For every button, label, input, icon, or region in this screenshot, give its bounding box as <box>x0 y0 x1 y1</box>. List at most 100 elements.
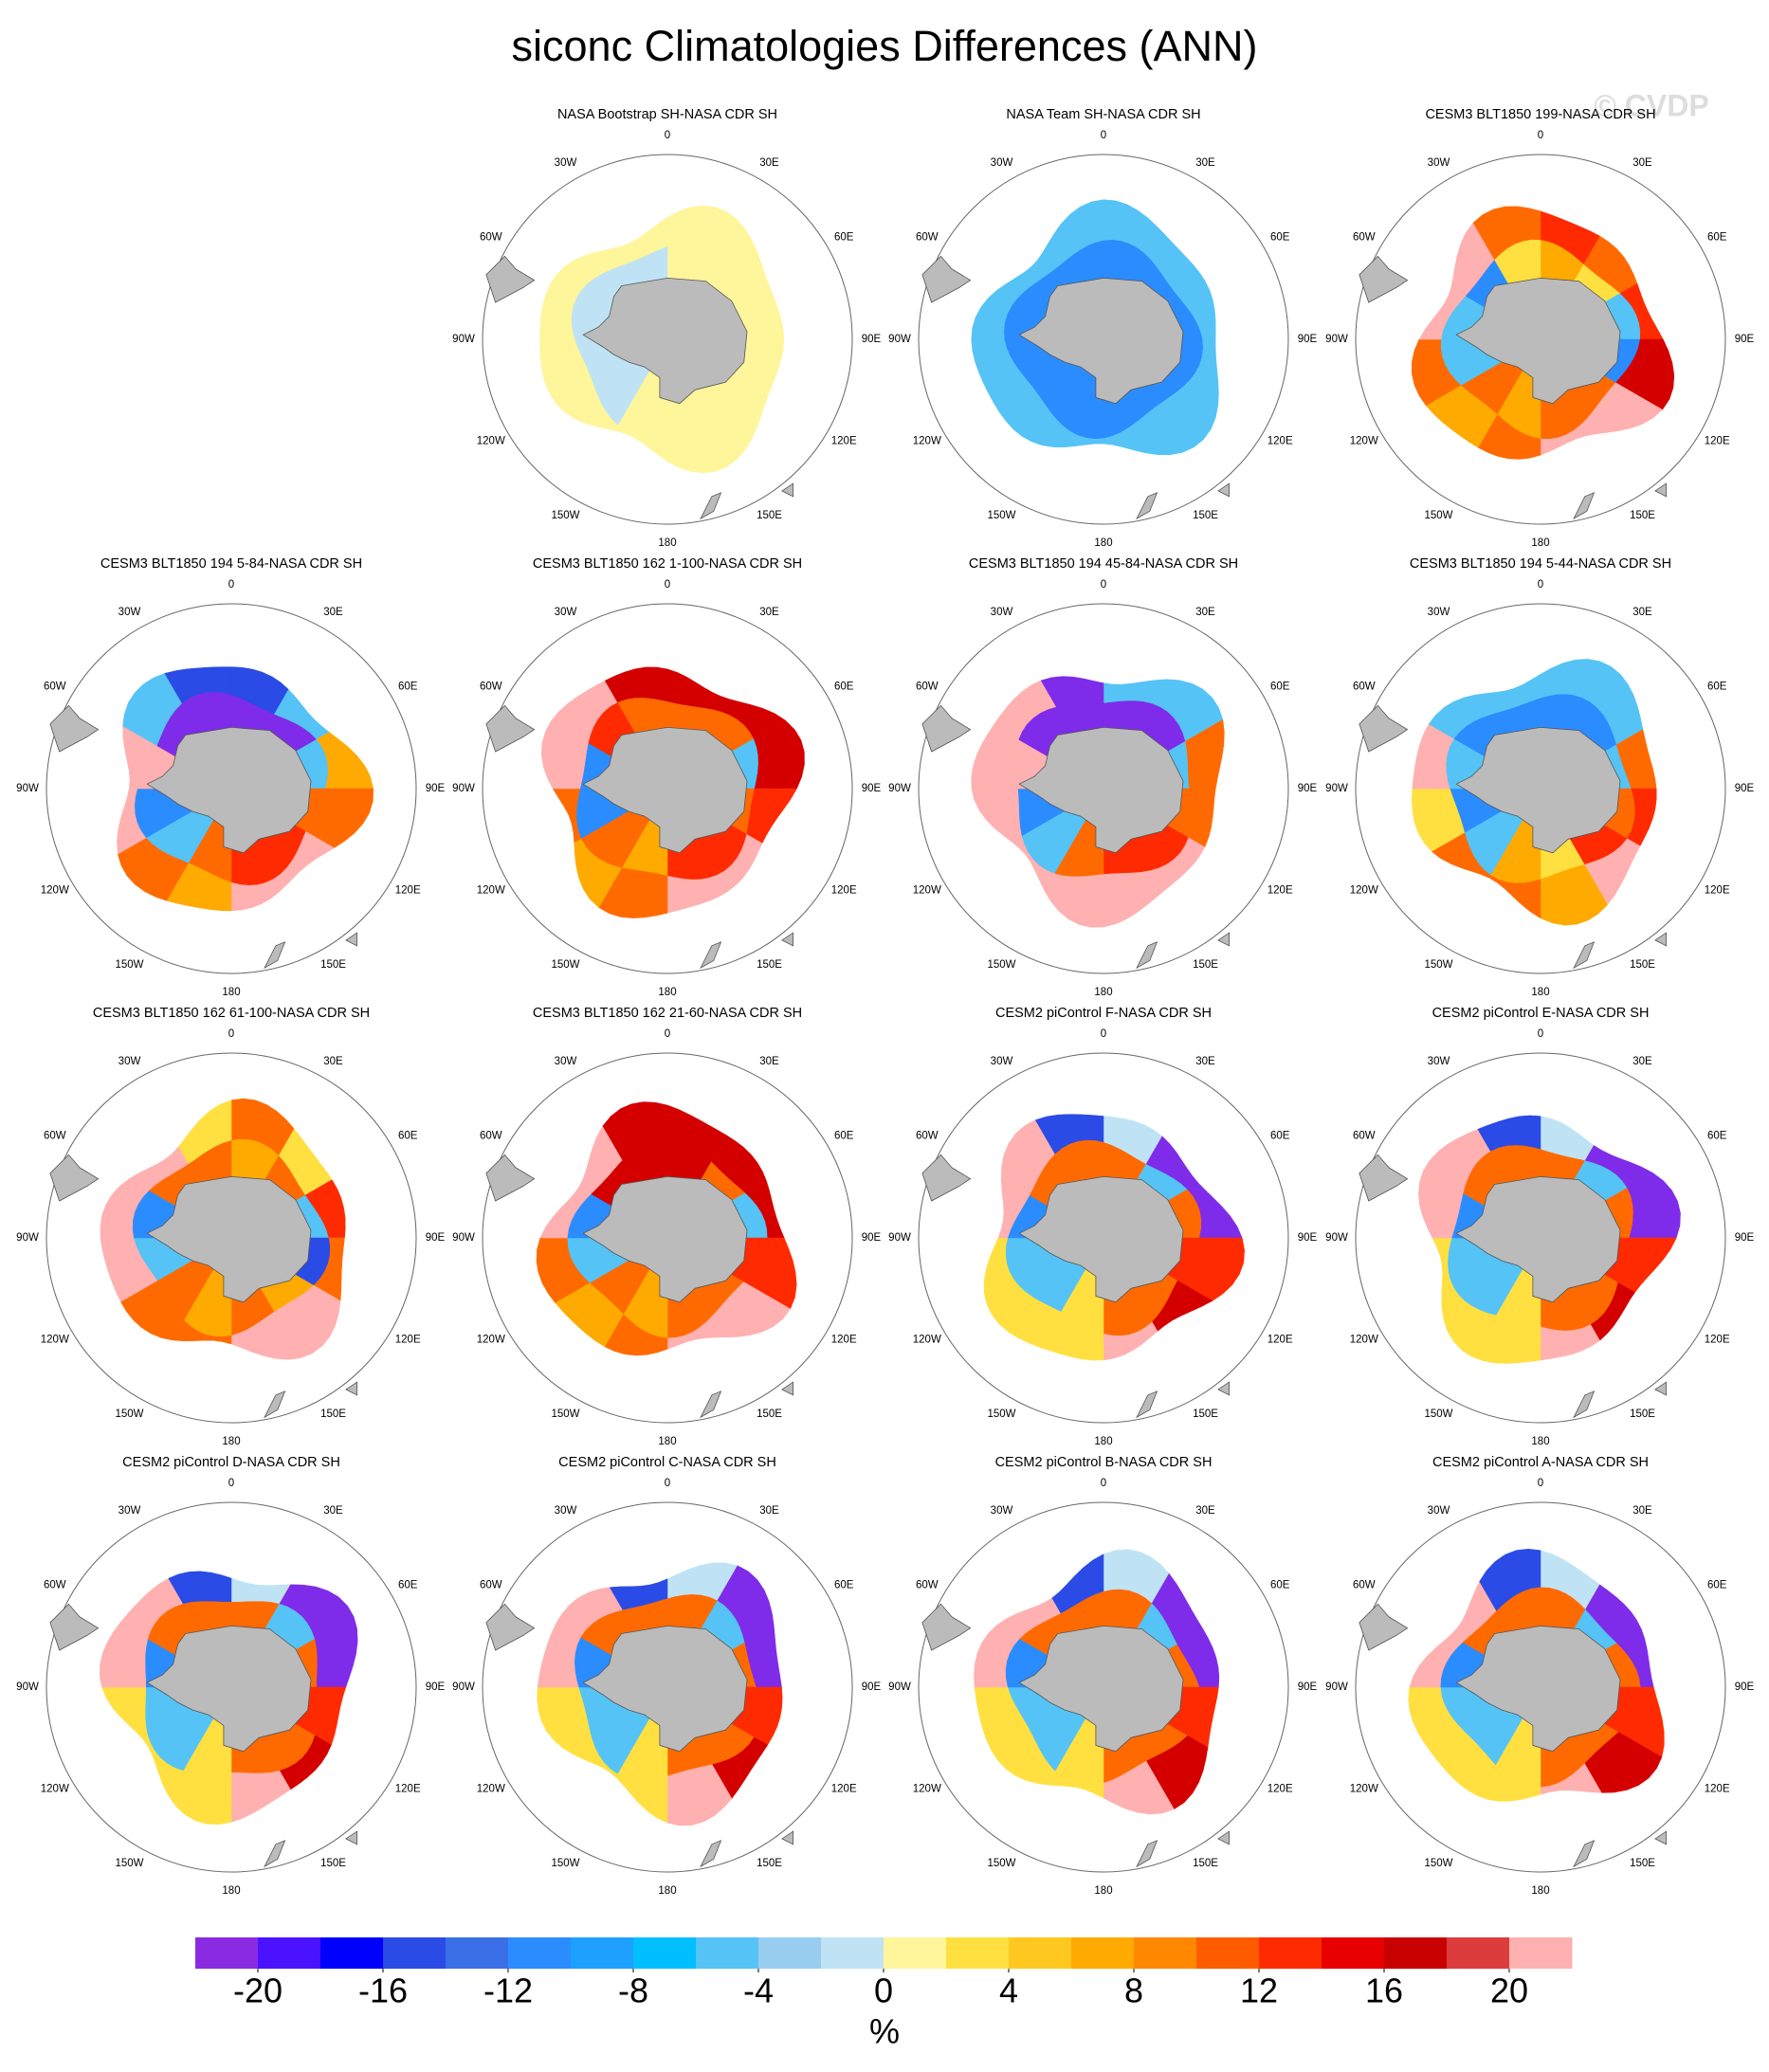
colorbar-box <box>446 1937 509 1969</box>
lon-label: 180 <box>1531 1436 1549 1447</box>
colorbar-box <box>1259 1937 1322 1969</box>
lon-label: 30E <box>759 157 779 169</box>
colorbar-tick-label: 20 <box>1490 1972 1528 2010</box>
lon-label: 30E <box>1632 1505 1652 1517</box>
lon-label: 60W <box>916 1131 939 1142</box>
lon-label: 60E <box>398 1580 418 1591</box>
lon-label: 180 <box>1094 1885 1112 1897</box>
land <box>1359 1603 1409 1651</box>
lon-label: 60W <box>480 1580 502 1591</box>
lon-label: 0 <box>665 1028 670 1040</box>
lon-label: 120E <box>395 1784 421 1795</box>
land <box>700 1840 722 1868</box>
panel-title: CESM3 BLT1850 162 21-60-NASA CDR SH <box>533 1006 802 1021</box>
lon-label: 90W <box>888 783 911 794</box>
lon-label: 120W <box>41 1335 69 1346</box>
land <box>49 704 100 753</box>
lon-label: 120E <box>1267 885 1293 897</box>
lon-label: 150W <box>115 1858 143 1869</box>
lon-label: 180 <box>1094 537 1112 549</box>
land <box>1136 492 1158 520</box>
antarctica <box>1455 277 1621 405</box>
lon-label: 60E <box>1270 1580 1290 1591</box>
lon-label: 60W <box>916 1580 939 1591</box>
lon-label: 30E <box>1195 1056 1215 1067</box>
lon-label: 120W <box>1350 1335 1378 1346</box>
lon-label: 150W <box>1424 959 1452 971</box>
land <box>49 1603 100 1651</box>
lon-label: 150E <box>1630 510 1655 521</box>
lon-label: 180 <box>658 537 676 549</box>
lon-label: 150E <box>757 1409 782 1420</box>
land <box>345 1381 358 1396</box>
lon-label: 150W <box>1424 510 1452 521</box>
colorbar-box <box>320 1937 384 1969</box>
lon-label: 60W <box>44 1580 66 1591</box>
panel-title: CESM3 BLT1850 194 5-84-NASA CDR SH <box>100 556 362 572</box>
lon-label: 120E <box>831 885 857 897</box>
lon-label: 120W <box>913 436 941 447</box>
land <box>700 941 722 970</box>
antarctica <box>582 1625 748 1753</box>
lon-label: 60W <box>1353 1580 1376 1591</box>
lon-label: 120E <box>395 1335 421 1346</box>
map-panels: NASA Bootstrap SH-NASA CDR SH 0 30E 60E 90E 1… <box>16 107 1754 1897</box>
colorbar-tick-label: -16 <box>358 1972 408 2010</box>
colorbar-tick-label: 0 <box>874 1972 893 2010</box>
panel-title: CESM2 piControl A-NASA CDR SH <box>1432 1455 1649 1470</box>
lon-label: 30E <box>1195 157 1215 169</box>
lon-label: 0 <box>228 1028 234 1040</box>
colorbar-label: % <box>869 2012 900 2051</box>
map-panel: CESM3 BLT1850 194 45-84-NASA CDR SH 0 30E 6… <box>888 556 1317 998</box>
lon-label: 60W <box>916 232 939 244</box>
land <box>345 1830 358 1845</box>
land <box>1136 1840 1158 1868</box>
lon-label: 30W <box>1428 607 1450 618</box>
lon-label: 60W <box>916 682 939 693</box>
map-panel: CESM2 piControl E-NASA CDR SH 0 30E 60E 90E 1… <box>1325 1006 1754 1447</box>
lon-label: 150E <box>320 1858 346 1869</box>
colorbar-box <box>884 1937 947 1969</box>
lon-label: 30E <box>1195 1505 1215 1517</box>
lon-label: 60E <box>1270 682 1290 693</box>
lon-label: 180 <box>658 987 676 998</box>
lon-label: 0 <box>228 1478 234 1489</box>
lon-label: 150W <box>551 1858 579 1869</box>
land <box>921 1603 972 1651</box>
land <box>921 255 972 303</box>
panel-title: CESM2 piControl D-NASA CDR SH <box>122 1455 340 1470</box>
lon-label: 120W <box>1350 1784 1378 1795</box>
lon-label: 30W <box>555 157 577 169</box>
lon-label: 90E <box>1298 1232 1318 1244</box>
lon-label: 0 <box>1101 579 1106 591</box>
lon-label: 30W <box>1428 1056 1450 1067</box>
map-panel: CESM3 BLT1850 194 5-84-NASA CDR SH 0 30E 60… <box>16 556 445 998</box>
land <box>781 482 793 498</box>
lon-label: 30E <box>759 1505 779 1517</box>
lon-label: 180 <box>1531 537 1549 549</box>
colorbar-tick-label: 4 <box>999 1972 1018 2010</box>
lon-label: 30E <box>1632 157 1652 169</box>
colorbar-box <box>571 1937 634 1969</box>
lon-label: 90E <box>426 783 446 794</box>
lon-label: 60W <box>44 682 66 693</box>
lon-label: 30W <box>991 1056 1013 1067</box>
lon-label: 30E <box>323 607 343 618</box>
lon-label: 30W <box>119 1056 141 1067</box>
colorbar-tick-label: -12 <box>483 1972 533 2010</box>
lon-label: 120E <box>1705 436 1730 447</box>
colorbar-box <box>1134 1937 1197 1969</box>
land <box>1217 932 1230 947</box>
panel-title: CESM3 BLT1850 162 1-100-NASA CDR SH <box>533 556 802 572</box>
lon-label: 90E <box>862 334 882 345</box>
figure-title: siconc Climatologies Differences (ANN) <box>512 22 1258 70</box>
lon-label: 150W <box>1424 1858 1452 1869</box>
panel-title: CESM3 BLT1850 194 45-84-NASA CDR SH <box>969 556 1238 572</box>
antarctica <box>1018 277 1184 405</box>
lon-label: 60W <box>480 232 502 244</box>
lon-label: 30W <box>119 607 141 618</box>
land <box>781 1830 793 1845</box>
lon-label: 0 <box>665 1478 670 1489</box>
lon-label: 90W <box>16 1232 39 1244</box>
antarctica <box>1455 1625 1621 1753</box>
